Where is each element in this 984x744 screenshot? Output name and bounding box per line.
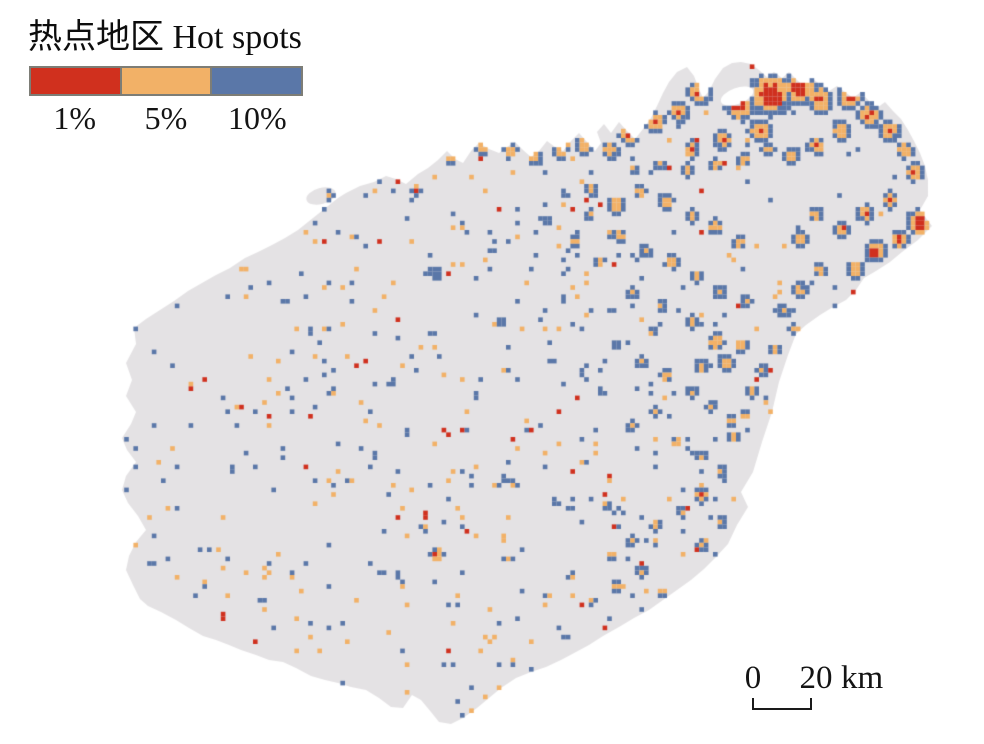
legend-label-1%: 1% — [53, 100, 96, 136]
scale-bar: 0 20 km — [735, 660, 935, 724]
legend-labels: 1% 5% 10% — [29, 100, 303, 137]
scale-bar-zero-label: 0 — [744, 660, 762, 696]
legend-label-10%: 10% — [227, 100, 287, 136]
legend-label-5%: 5% — [144, 100, 188, 136]
legend-title: 热点地区 Hot spots — [28, 19, 302, 56]
legend-color-bar — [29, 66, 303, 96]
scale-bar-bracket — [752, 698, 812, 710]
legend: 热点地区 Hot spots 1% 5% 10% — [28, 18, 308, 136]
legend-swatch-10% — [210, 68, 302, 94]
scale-bar-unit-label: km — [841, 660, 884, 696]
legend-swatch-5% — [119, 68, 211, 94]
legend-swatch-1% — [31, 68, 120, 94]
scale-bar-distance-label: 20 — [799, 660, 833, 696]
